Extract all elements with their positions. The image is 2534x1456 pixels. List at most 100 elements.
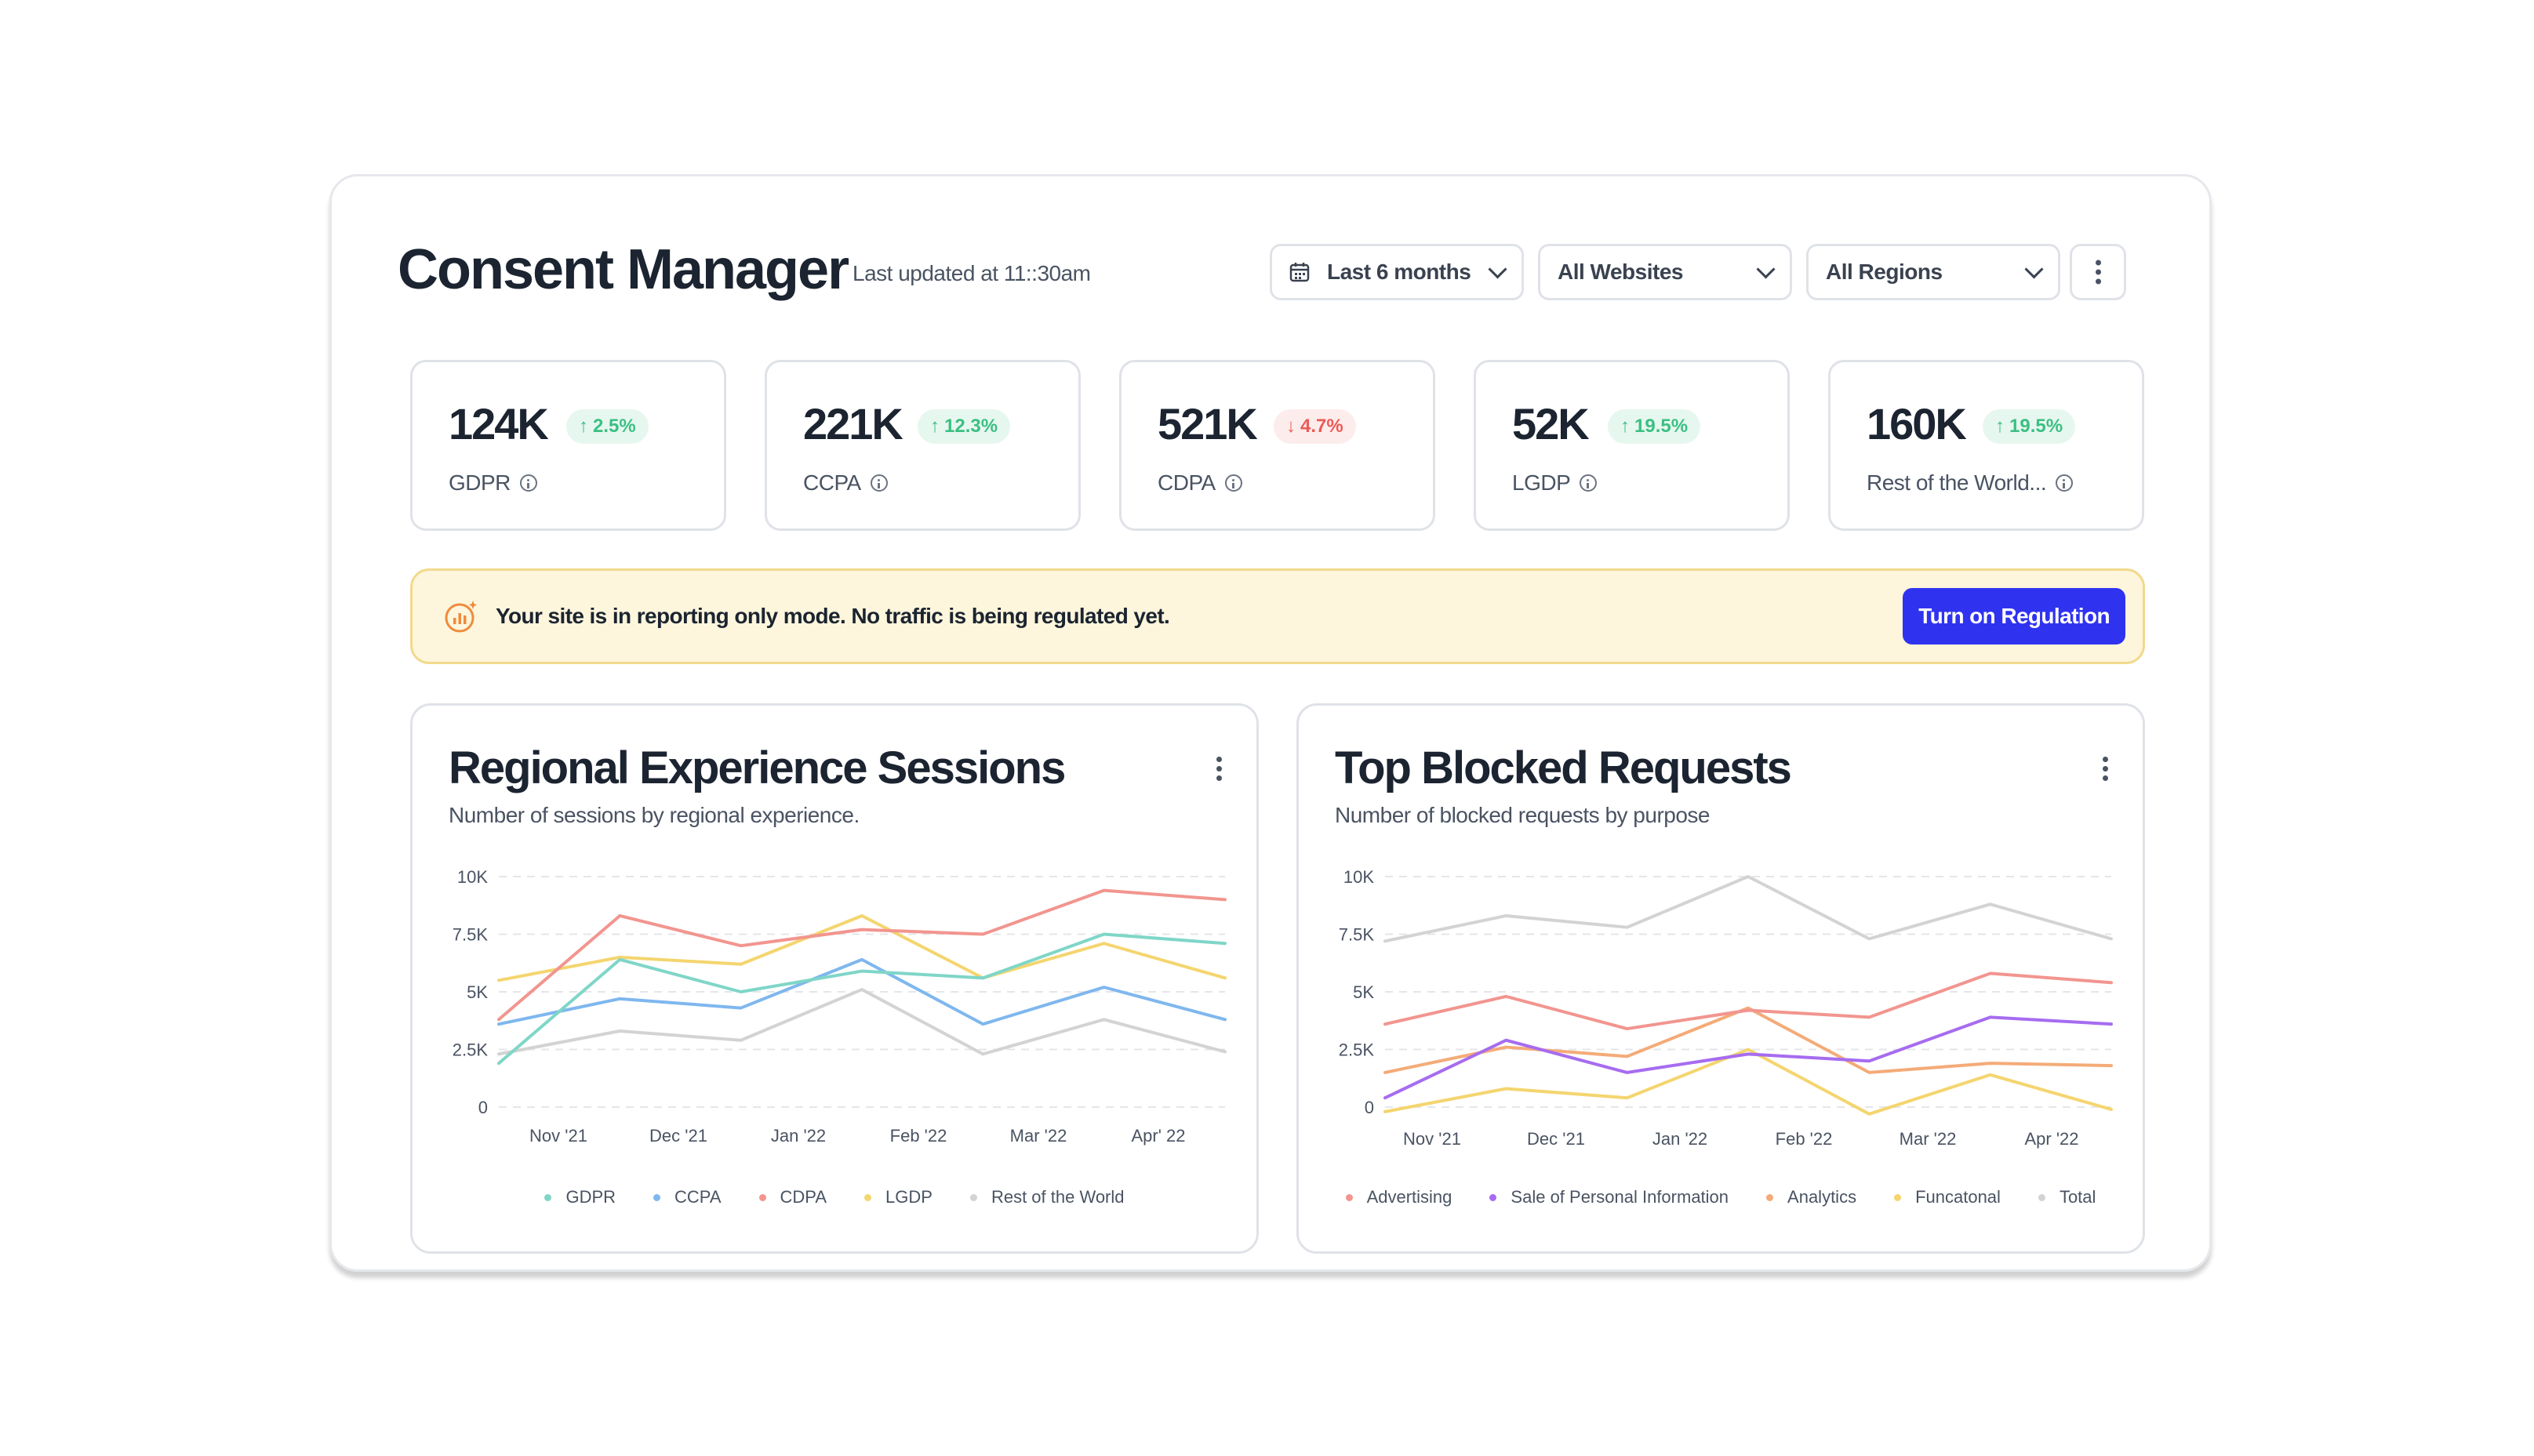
legend-label: Advertising: [1366, 1187, 1452, 1207]
chevron-down-icon: [2024, 259, 2044, 279]
y-tick-label: 10K: [1343, 867, 1374, 887]
legend-dot-icon: [653, 1193, 661, 1201]
regions-select[interactable]: All Regions: [1806, 244, 2060, 300]
x-tick-label: Jan '22: [1652, 1129, 1707, 1149]
legend-label: CDPA: [780, 1187, 827, 1207]
websites-value: All Websites: [1558, 260, 1683, 284]
y-tick-label: 5K: [1353, 982, 1374, 1002]
series-line-rest-of-the-world: [497, 988, 1227, 1056]
y-tick-label: 7.5K: [453, 925, 489, 945]
stat-label: CDPA: [1158, 470, 1216, 495]
legend-dot-icon: [544, 1193, 552, 1201]
legend-item[interactable]: Advertising: [1345, 1187, 1452, 1207]
more-vertical-icon[interactable]: [1216, 753, 1222, 785]
chevron-down-icon: [1488, 259, 1507, 279]
x-tick-label: Nov '21: [1403, 1129, 1461, 1149]
stat-card-cdpa: 521K ↓ 4.7% CDPA: [1119, 360, 1435, 531]
series-line-sale-of-personal-information: [1383, 1015, 2113, 1100]
legend-item[interactable]: CCPA: [653, 1187, 722, 1207]
legend-label: Total: [2059, 1187, 2096, 1207]
consent-manager-card: Consent Manager Last updated at 11::30am…: [329, 174, 2212, 1272]
legend-label: Rest of the World: [991, 1187, 1125, 1207]
x-tick-label: Mar '22: [1010, 1126, 1067, 1146]
x-tick-label: Dec '21: [649, 1126, 707, 1146]
x-tick-label: Mar '22: [1900, 1129, 1957, 1149]
legend-item[interactable]: GDPR: [544, 1187, 616, 1207]
turn-on-regulation-button[interactable]: Turn on Regulation: [1903, 588, 2125, 644]
stat-label: GDPR: [449, 470, 511, 495]
websites-select[interactable]: All Websites: [1538, 244, 1792, 300]
series-line-funcatonal: [1383, 1048, 2113, 1116]
y-tick-label: 2.5K: [1339, 1040, 1375, 1060]
legend-item[interactable]: Funcatonal: [1894, 1187, 2001, 1207]
blocked-requests-panel: Top Blocked Requests Number of blocked r…: [1296, 703, 2145, 1254]
arrow-up-icon: ↑: [1995, 416, 2005, 437]
regional-sessions-chart: 10K 7.5K 5K 2.5K 0 Nov '21 Dec '21 Jan '22 Feb '…: [453, 867, 1227, 1146]
legend-item[interactable]: LGDP: [864, 1187, 933, 1207]
info-icon[interactable]: [2056, 474, 2074, 492]
legend-label: LGDP: [885, 1187, 933, 1207]
info-icon[interactable]: [870, 474, 888, 492]
stat-card-ccpa: 221K ↑ 12.3% CCPA: [765, 360, 1081, 531]
date-range-value: Last 6 months: [1327, 260, 1471, 284]
regions-value: All Regions: [1826, 260, 1943, 284]
legend-dot-icon: [969, 1193, 977, 1201]
stat-card-rest-of-world: 160K ↑ 19.5% Rest of the World...: [1828, 360, 2144, 531]
y-tick-label: 7.5K: [1339, 925, 1375, 945]
arrow-up-icon: ↑: [1620, 416, 1630, 437]
more-vertical-icon: [2095, 256, 2101, 289]
arrow-up-icon: ↑: [579, 416, 588, 437]
stat-value: 221K: [803, 399, 903, 448]
more-options-button[interactable]: [2070, 244, 2126, 300]
legend-dot-icon: [2038, 1193, 2045, 1201]
legend-label: Sale of Personal Information: [1511, 1187, 1729, 1207]
legend-dot-icon: [1766, 1193, 1774, 1201]
change-badge: ↑ 19.5%: [1608, 409, 1701, 444]
date-range-select[interactable]: Last 6 months: [1270, 244, 1524, 300]
banner-message: Your site is in reporting only mode. No …: [496, 604, 1170, 628]
legend-item[interactable]: Analytics: [1766, 1187, 1856, 1207]
stat-label: Rest of the World...: [1867, 470, 2047, 495]
legend-item[interactable]: Rest of the World: [969, 1187, 1125, 1207]
stat-value: 124K: [449, 399, 549, 448]
stat-value: 521K: [1158, 399, 1258, 448]
legend-dot-icon: [1489, 1193, 1497, 1201]
chevron-down-icon: [1756, 259, 1776, 279]
info-icon[interactable]: [519, 474, 537, 492]
panel-subtitle: Number of blocked requests by purpose: [1335, 803, 1711, 827]
info-icon[interactable]: [1224, 474, 1242, 492]
panel-title: Regional Experience Sessions: [449, 743, 1066, 793]
x-tick-label: Jan '22: [771, 1126, 826, 1146]
change-badge: ↑ 19.5%: [1983, 409, 2076, 444]
legend-label: Analytics: [1787, 1187, 1857, 1207]
legend-item[interactable]: CDPA: [758, 1187, 827, 1207]
panel-subtitle: Number of sessions by regional experienc…: [449, 803, 860, 827]
x-tick-label: Apr '22: [2024, 1129, 2078, 1149]
legend-item[interactable]: Sale of Personal Information: [1489, 1187, 1729, 1207]
blocked-requests-chart: 10K 7.5K 5K 2.5K 0 Nov '21 Dec '21 Jan '22 Feb '…: [1339, 867, 2113, 1149]
stat-card-lgdp: 52K ↑ 19.5% LGDP: [1474, 360, 1790, 531]
stat-label: LGDP: [1512, 470, 1571, 495]
series-line-cdpa: [497, 888, 1227, 1022]
y-tick-label: 10K: [457, 867, 488, 887]
legend-dot-icon: [1345, 1193, 1353, 1201]
legend-dot-icon: [864, 1193, 872, 1201]
calendar-icon: [1289, 263, 1310, 282]
stat-value: 52K: [1512, 399, 1590, 448]
x-tick-label: Nov '21: [529, 1126, 587, 1146]
legend-item[interactable]: Total: [2038, 1187, 2096, 1207]
series-line-total: [1383, 875, 2113, 943]
panel-title: Top Blocked Requests: [1335, 743, 1792, 793]
change-badge: ↓ 4.7%: [1274, 409, 1356, 444]
series-line-gdpr: [497, 932, 1227, 1066]
legend-label: CCPA: [674, 1187, 722, 1207]
last-updated-text: Last updated at 11::30am: [853, 261, 1091, 285]
y-tick-label: 2.5K: [453, 1040, 489, 1060]
legend-label: GDPR: [565, 1187, 616, 1207]
more-vertical-icon[interactable]: [2102, 753, 2108, 785]
x-tick-label: Apr' 22: [1131, 1126, 1185, 1146]
page-title: Consent Manager: [398, 238, 849, 301]
change-badge: ↑ 12.3%: [918, 409, 1011, 444]
x-tick-label: Dec '21: [1527, 1129, 1585, 1149]
info-icon[interactable]: [1580, 474, 1598, 492]
